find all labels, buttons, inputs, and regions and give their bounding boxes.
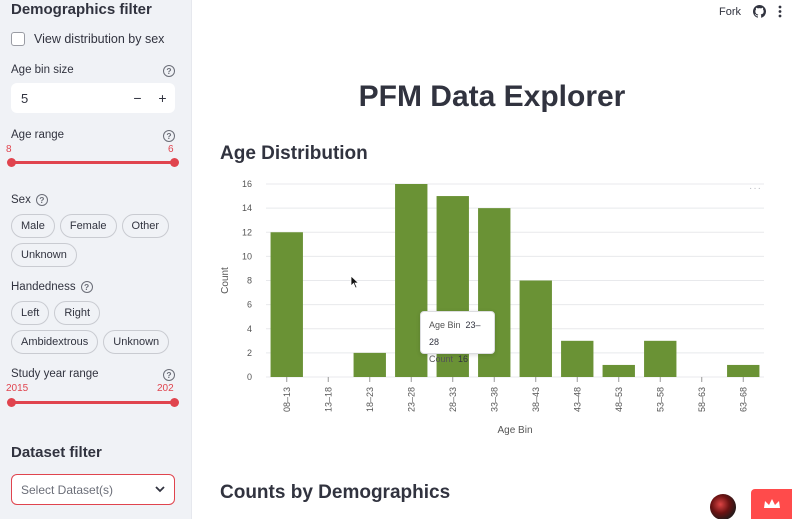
page-title: PFM Data Explorer xyxy=(358,80,626,113)
x-tick-label: 48–53 xyxy=(614,387,624,412)
dataset-select[interactable]: Select Dataset(s) xyxy=(11,474,175,505)
y-tick-label: 6 xyxy=(247,300,252,310)
sex-pills: Male Female Other Unknown xyxy=(11,214,181,267)
age-range-max-handle[interactable] xyxy=(170,158,179,167)
y-tick-label: 4 xyxy=(247,324,252,334)
handedness-pill-right[interactable]: Right xyxy=(54,301,101,325)
study-year-slider-track[interactable] xyxy=(11,401,174,404)
tooltip-value-count: 16 xyxy=(458,354,469,364)
chart-bar xyxy=(644,340,677,377)
age-range-min-handle[interactable] xyxy=(7,158,16,167)
chart-bar xyxy=(602,364,635,377)
decrement-button[interactable]: − xyxy=(133,90,142,106)
study-year-max-handle[interactable] xyxy=(170,398,179,407)
kebab-menu-icon[interactable] xyxy=(778,5,782,18)
handedness-pill-ambidextrous[interactable]: Ambidextrous xyxy=(11,330,99,354)
x-tick-label: 38–43 xyxy=(531,387,541,412)
y-tick-label: 0 xyxy=(247,372,252,382)
avatar[interactable] xyxy=(710,494,736,519)
age-bin-stepper[interactable]: 5 − + xyxy=(11,83,175,113)
x-tick-label: 43–48 xyxy=(572,387,582,412)
chart-bar xyxy=(727,364,760,377)
help-icon[interactable]: ? xyxy=(163,65,175,77)
handedness-pills: Left Right Ambidextrous Unknown xyxy=(11,301,181,354)
study-year-min-value: 2015 xyxy=(6,383,29,394)
age-distribution-title: Age Distribution xyxy=(220,143,368,164)
x-tick-label: 58–63 xyxy=(697,387,707,412)
view-by-sex-checkbox-row[interactable]: View distribution by sex xyxy=(11,32,164,46)
chart-bar xyxy=(270,232,303,377)
x-tick-label: 28–33 xyxy=(448,387,458,412)
age-range-min-value: 8 xyxy=(6,144,12,155)
chart-svg: 0 2 4 6 8 10 12 14 16 08–13 13–18 18–23 23–28 28–33 33… xyxy=(220,179,764,436)
y-tick-label: 2 xyxy=(247,348,252,358)
streamlit-badge[interactable] xyxy=(751,489,792,519)
x-tick-label: 63–68 xyxy=(738,387,748,412)
sex-pill-other[interactable]: Other xyxy=(121,214,170,238)
chart-tooltip: Age Bin 23–28 Count 16 xyxy=(420,311,495,364)
x-tick-label: 08–13 xyxy=(282,387,292,412)
view-by-sex-label: View distribution by sex xyxy=(34,32,165,46)
study-year-label: Study year range xyxy=(11,368,99,380)
y-tick-label: 16 xyxy=(242,179,252,189)
study-year-max-value: 202 xyxy=(157,383,174,394)
mouse-cursor-icon xyxy=(350,275,360,289)
dataset-select-placeholder: Select Dataset(s) xyxy=(21,482,114,497)
age-bin-label: Age bin size xyxy=(11,64,74,76)
counts-by-demographics-title: Counts by Demographics xyxy=(220,482,451,503)
demographics-filter-heading: Demographics filter xyxy=(11,1,152,18)
y-tick-label: 8 xyxy=(247,276,252,286)
increment-button[interactable]: + xyxy=(158,90,167,106)
x-axis-label: Age Bin xyxy=(497,425,532,436)
chart-bar xyxy=(519,280,552,377)
tooltip-key-count: Count xyxy=(429,354,454,364)
chart-more-icon[interactable]: ··· xyxy=(749,183,762,194)
tooltip-value-bin: 23–28 xyxy=(429,320,481,347)
x-tick-label: 13–18 xyxy=(323,387,333,412)
age-bin-value[interactable]: 5 xyxy=(21,90,29,106)
help-icon[interactable]: ? xyxy=(80,281,93,293)
chart-bar xyxy=(561,340,594,377)
x-tick-label: 53–58 xyxy=(655,387,665,412)
x-tick-label: 23–28 xyxy=(406,387,416,412)
y-axis-label: Count xyxy=(220,267,231,294)
handedness-pill-unknown[interactable]: Unknown xyxy=(103,330,170,354)
y-tick-label: 12 xyxy=(242,227,252,237)
sex-pill-female[interactable]: Female xyxy=(59,214,117,238)
chart-bar xyxy=(353,352,386,377)
age-range-label: Age range xyxy=(11,129,65,141)
github-icon[interactable] xyxy=(753,5,766,18)
handedness-label: Handedness xyxy=(11,281,76,293)
age-distribution-chart: 0 2 4 6 8 10 12 14 16 08–13 13–18 18–23 23–28 28–33 33… xyxy=(214,172,774,440)
sex-pill-male[interactable]: Male xyxy=(11,214,55,238)
view-by-sex-checkbox[interactable] xyxy=(11,32,25,46)
x-tick-label: 33–38 xyxy=(489,387,499,412)
help-icon[interactable]: ? xyxy=(163,130,175,142)
chevron-down-icon xyxy=(155,486,165,493)
fork-button[interactable]: Fork xyxy=(719,5,741,18)
help-icon[interactable]: ? xyxy=(35,194,48,206)
x-tick-label: 18–23 xyxy=(365,387,375,412)
sex-label: Sex xyxy=(11,194,31,206)
age-range-slider-track[interactable] xyxy=(11,161,174,164)
handedness-label-row: Handedness ? xyxy=(11,281,93,293)
tooltip-key-bin: Age Bin xyxy=(429,320,461,330)
sidebar: Demographics filter View distribution by… xyxy=(0,0,192,519)
study-year-min-handle[interactable] xyxy=(7,398,16,407)
help-icon[interactable]: ? xyxy=(163,369,175,381)
dataset-filter-heading: Dataset filter xyxy=(11,444,102,461)
sex-label-row: Sex ? xyxy=(11,194,48,206)
age-range-max-value: 6 xyxy=(168,144,174,155)
handedness-pill-left[interactable]: Left xyxy=(11,301,50,325)
y-tick-label: 14 xyxy=(242,203,252,213)
crown-icon xyxy=(763,499,780,508)
y-tick-label: 10 xyxy=(242,251,252,261)
sex-pill-unknown[interactable]: Unknown xyxy=(11,243,77,267)
top-bar: Fork xyxy=(719,5,782,18)
